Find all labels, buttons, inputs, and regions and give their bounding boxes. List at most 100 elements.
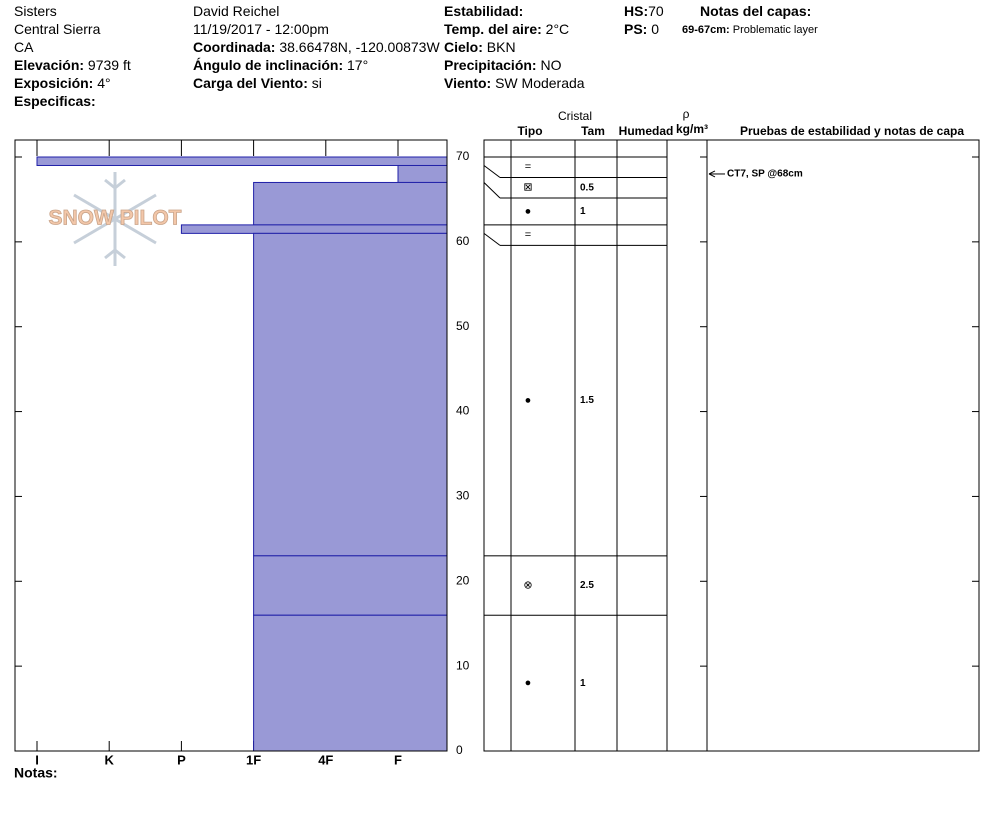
layer-notes-title: Notas del capas:: [700, 3, 811, 19]
value: SW Moderada: [495, 75, 585, 91]
test-label: CT7, SP @68cm: [727, 169, 803, 180]
value: 9739 ft: [87, 57, 131, 73]
col-density: kg/m³: [676, 122, 708, 136]
y-tick-label: 40: [456, 404, 470, 418]
label: Temp. del aire:: [444, 21, 542, 37]
y-tick-label: 30: [456, 489, 470, 503]
plot-frame: [14, 139, 448, 752]
grain-type: =: [525, 161, 531, 173]
label: Coordinada:: [193, 39, 276, 55]
layer-note: 69-67cm: Problematic layer: [682, 24, 818, 36]
col-type: Tipo: [517, 124, 542, 138]
col-moisture: Humedad: [619, 124, 674, 138]
label: Cielo:: [444, 39, 483, 55]
label: PS:: [624, 21, 648, 37]
x-tick-label: K: [105, 752, 115, 767]
grain-size: 1: [580, 678, 586, 689]
location: Sisters: [14, 3, 57, 19]
y-tick-label: 60: [456, 234, 470, 248]
grain-size: 1.5: [580, 395, 594, 406]
x-tick-label: 1F: [246, 752, 261, 767]
table-frame: [483, 139, 980, 752]
x-tick-label: F: [394, 752, 402, 767]
label: HS:: [624, 3, 649, 19]
grain-type: ●: [525, 205, 532, 217]
layer-connector: [483, 165, 501, 178]
label: Exposición:: [14, 75, 94, 91]
grain-type: =: [525, 229, 531, 241]
precip: Precipitación: NO: [444, 57, 561, 73]
sky: Cielo: BKN: [444, 39, 516, 55]
col-rho: ρ: [683, 107, 690, 121]
ps: PS: 0: [624, 21, 659, 37]
grain-type: ●: [525, 395, 532, 407]
range: Central Sierra: [14, 21, 101, 37]
value: 70: [648, 3, 664, 19]
hardness-bar: [253, 232, 448, 557]
label: Elevación:: [14, 57, 85, 73]
logo: [73, 172, 157, 266]
table-columns: [510, 140, 708, 751]
label: Precipitación:: [444, 57, 537, 73]
value: NO: [540, 57, 562, 73]
x-tick-label: 4F: [318, 752, 333, 767]
aspect: Exposición: 4°: [14, 75, 111, 91]
hardness-bar: [397, 164, 448, 183]
value: BKN: [486, 39, 516, 55]
value: 4°: [97, 75, 111, 91]
col-tests: Pruebas de estabilidad y notas de capa: [740, 124, 964, 138]
hardness-bar: [36, 156, 448, 166]
specifics: Especificas:: [14, 93, 96, 109]
coords: Coordinada: 38.66478N, -120.00873W: [193, 39, 440, 55]
label: Viento:: [444, 75, 492, 91]
label: Notas del capas:: [700, 3, 812, 19]
value: si: [311, 75, 322, 91]
grain-type: ●: [525, 677, 532, 689]
label: Especificas:: [14, 93, 96, 109]
test-arrow: [708, 170, 716, 178]
y-tick-label: 0: [456, 743, 463, 757]
grain-type: ⊠: [523, 182, 532, 194]
logo-text: SNOW PILOT: [49, 207, 182, 230]
label: Estabilidad:: [444, 3, 524, 19]
observer: David Reichel: [193, 3, 280, 19]
value: Problematic layer: [732, 24, 818, 36]
datetime: 11/19/2017 - 12:00pm: [193, 21, 329, 37]
value: 17°: [347, 57, 369, 73]
grain-size: 2.5: [580, 580, 594, 591]
label: Ángulo de inclinación:: [193, 57, 344, 73]
value: 38.66478N, -120.00873W: [279, 39, 440, 55]
label: 69-67cm:: [682, 24, 730, 36]
hardness-bar: [253, 614, 448, 752]
wind-loading: Carga del Viento: si: [193, 75, 322, 91]
label: Carga del Viento:: [193, 75, 308, 91]
elevation: Elevación: 9739 ft: [14, 57, 131, 73]
value: 0: [651, 21, 660, 37]
profile: 0 10 20 30 40 50 60 70 I K P 1F 4F F = ⊠ 0.5 ● 1 = ● 1.5 ⊗ 2.5 ●…: [15, 140, 979, 767]
state: CA: [14, 39, 34, 55]
hs: HS:70: [624, 3, 664, 19]
y-tick-label: 50: [456, 319, 470, 333]
col-crystal: Cristal: [558, 109, 592, 123]
grain-type: ⊗: [523, 579, 532, 591]
value: 2°C: [545, 21, 570, 37]
col-size: Tam: [581, 124, 605, 138]
slope: Ángulo de inclinación: 17°: [193, 57, 368, 73]
notes-label: Notas:: [14, 765, 58, 781]
layer-connector: [483, 232, 501, 246]
y-tick-label: 70: [456, 149, 470, 163]
grain-size: 1: [580, 206, 586, 217]
y-tick-label: 20: [456, 573, 470, 587]
hardness-bar: [253, 181, 448, 226]
hardness-bar: [253, 555, 448, 616]
x-tick-label: P: [177, 752, 186, 767]
grain-size: 0.5: [580, 182, 594, 193]
x-tick-label: I: [35, 752, 39, 767]
air-temp: Temp. del aire: 2°C: [444, 21, 569, 37]
hardness-bar: [180, 224, 448, 234]
y-tick-label: 10: [456, 658, 470, 672]
stability: Estabilidad:: [444, 3, 523, 19]
layer-connector: [483, 182, 501, 199]
